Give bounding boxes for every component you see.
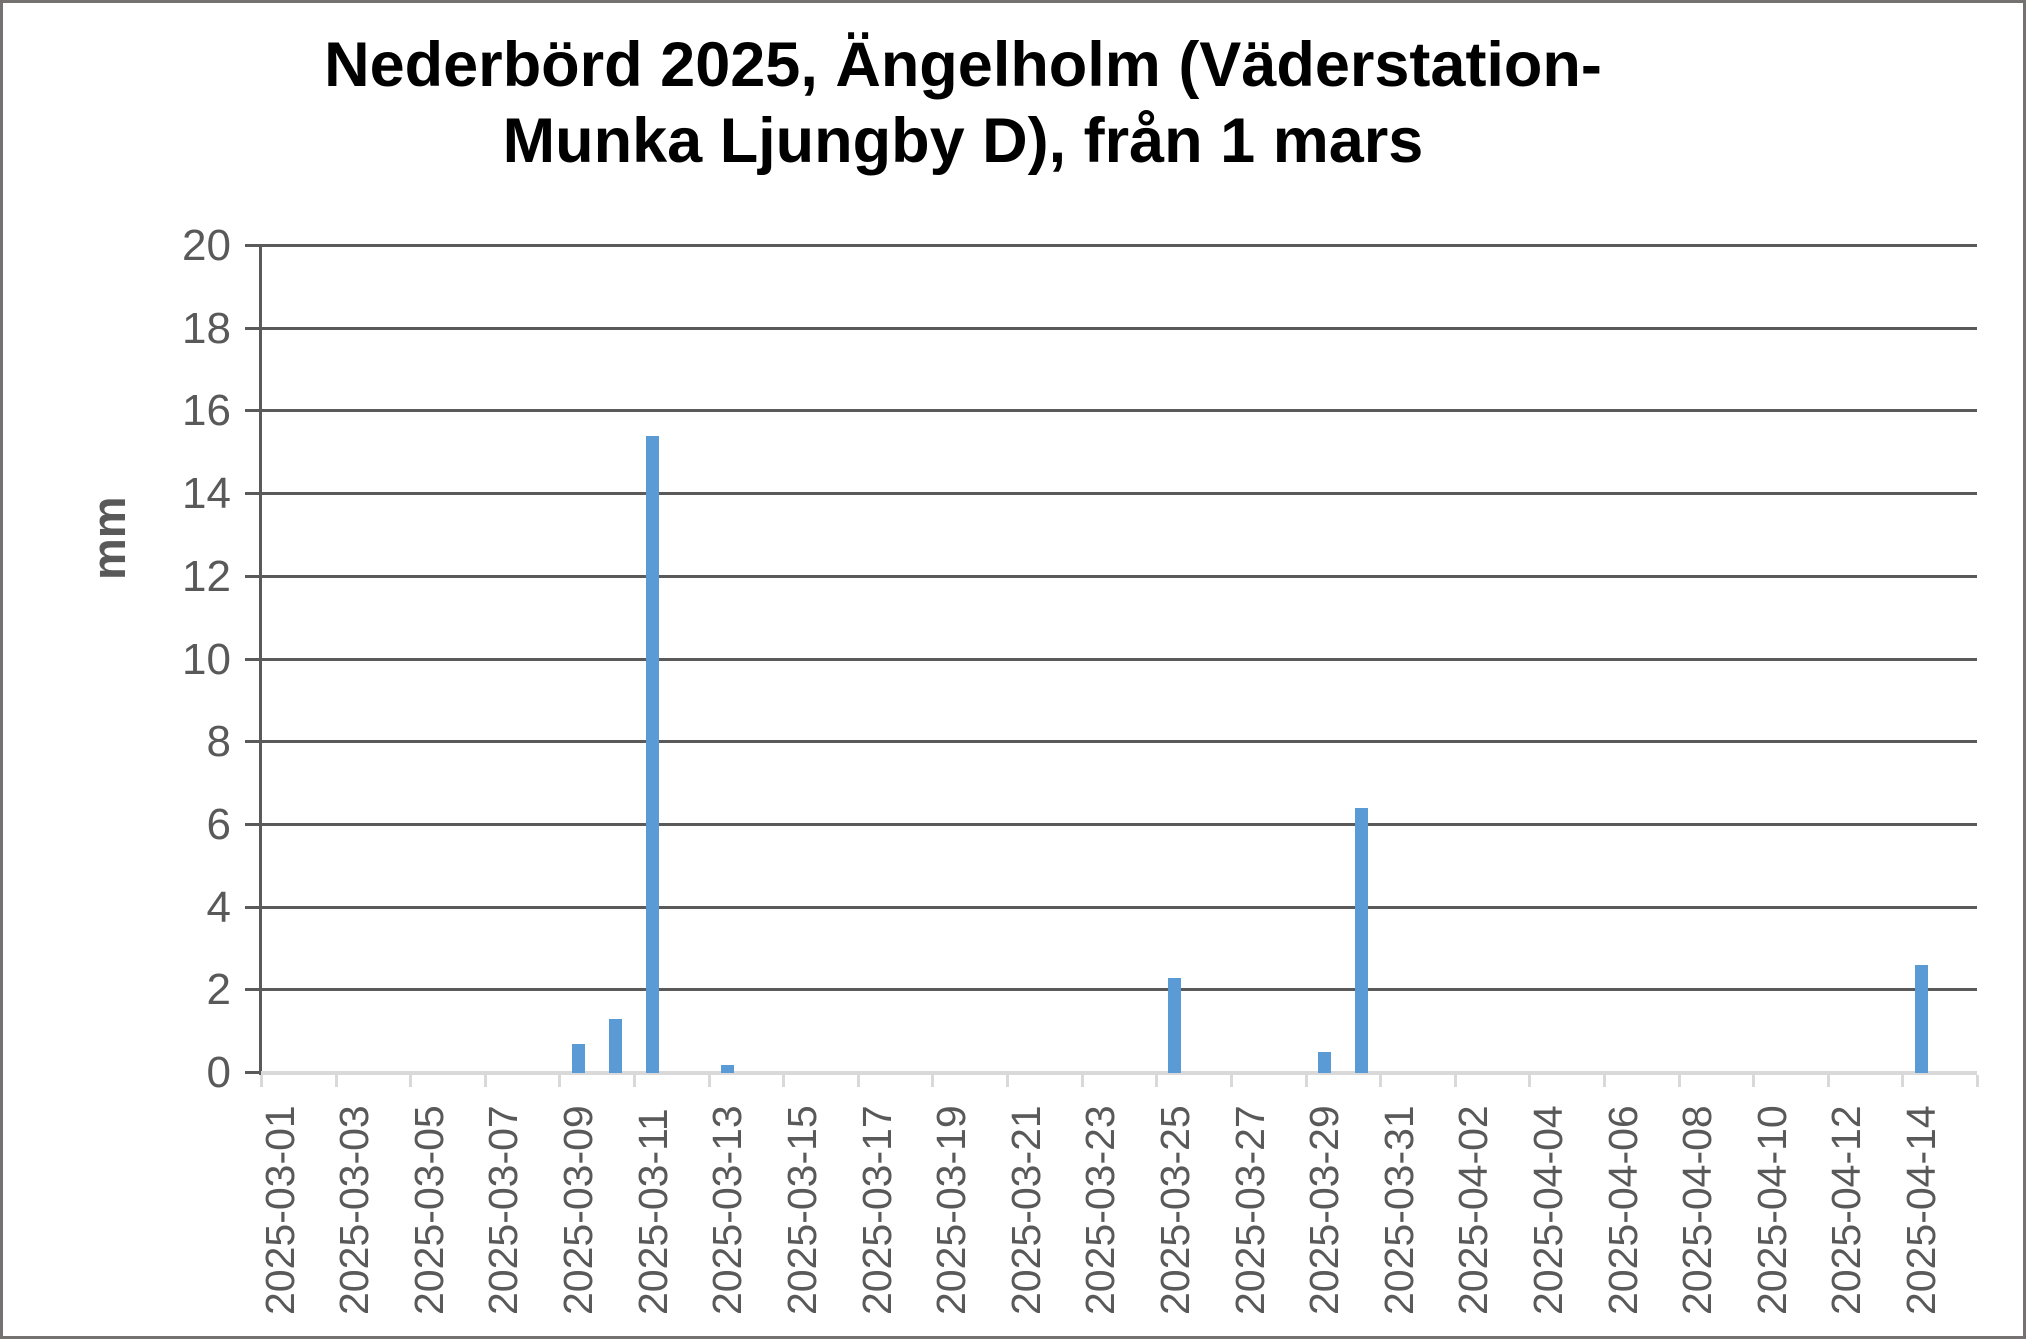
x-axis-label-2025-03-13: 2025-03-13 (704, 1105, 751, 1315)
x-axis-label-2025-04-14: 2025-04-14 (1898, 1105, 1945, 1315)
y-axis-label-16: 16 (182, 386, 231, 436)
gridline-12 (261, 574, 1977, 578)
x-axis-label-2025-03-03: 2025-03-03 (331, 1105, 378, 1315)
x-axis-label-2025-03-25: 2025-03-25 (1151, 1105, 1198, 1315)
y-axis-label-20: 20 (182, 221, 231, 270)
x-axis-tick-4 (409, 1075, 413, 1087)
y-axis-tick-8 (245, 740, 261, 744)
x-axis-tick-16 (856, 1075, 860, 1087)
x-axis-label-2025-04-10: 2025-04-10 (1748, 1105, 1795, 1315)
y-axis-label-2: 2 (206, 965, 231, 1015)
x-axis-label-2025-03-19: 2025-03-19 (928, 1105, 975, 1315)
y-axis-label-18: 18 (182, 303, 231, 353)
x-axis-label-2025-03-15: 2025-03-15 (778, 1105, 825, 1315)
x-axis-tick-30 (1379, 1075, 1383, 1087)
x-axis-tick-40 (1752, 1075, 1756, 1087)
x-axis-tick-2 (334, 1075, 338, 1087)
x-axis-tick-28 (1304, 1075, 1308, 1087)
plot-area: 0 2 4 6 8 10 12 14 16 18 20 2025-03-01 2025-03-03 202… (3, 3, 2023, 1336)
x-axis-label-2025-04-02: 2025-04-02 (1450, 1105, 1497, 1315)
x-axis-tick-14 (782, 1075, 786, 1087)
gridline-6 (261, 822, 1977, 826)
y-axis-line (259, 246, 262, 1075)
gridline-14 (261, 492, 1977, 496)
x-axis-tick-18 (931, 1075, 935, 1087)
x-axis-tick-42 (1826, 1075, 1830, 1087)
bar-2025-03-09 (571, 1044, 585, 1073)
bar-2025-03-29 (1317, 1052, 1331, 1073)
y-axis-label-14: 14 (182, 469, 231, 519)
x-axis-tick-46 (1976, 1075, 1979, 1087)
y-axis-tick-4 (245, 905, 261, 909)
y-axis-label-12: 12 (182, 551, 231, 601)
gridline-2 (261, 988, 1977, 992)
x-axis-label-2025-03-29: 2025-03-29 (1301, 1105, 1348, 1315)
chart-title-line-1: Nederbörd 2025, Ängelholm (Väderstation- (324, 30, 1602, 100)
x-axis-tick-34 (1528, 1075, 1532, 1087)
y-axis-tick-14 (245, 492, 261, 496)
x-axis-tick-26 (1229, 1075, 1233, 1087)
gridline-10 (261, 657, 1977, 661)
y-axis-label-6: 6 (206, 799, 231, 849)
y-axis-label-0: 0 (206, 1048, 231, 1097)
x-axis-tick-24 (1155, 1075, 1159, 1087)
y-axis-tick-2 (245, 988, 261, 992)
gridline-20 (261, 244, 1977, 247)
x-axis-label-2025-04-08: 2025-04-08 (1674, 1105, 1721, 1315)
x-axis-tick-6 (483, 1075, 487, 1087)
x-axis-tick-12 (707, 1075, 711, 1087)
y-axis-tick-0 (245, 1071, 261, 1074)
y-axis-tick-16 (245, 409, 261, 413)
x-axis-label-2025-04-04: 2025-04-04 (1525, 1105, 1571, 1315)
x-axis-tick-36 (1602, 1075, 1606, 1087)
gridline-4 (261, 905, 1977, 909)
y-axis-label-4: 4 (206, 882, 231, 932)
chart-title-line-2: Munka Ljungby D), från 1 mars (502, 106, 1424, 176)
y-axis-tick-18 (245, 326, 261, 330)
chart-title: Nederbörd 2025, Ängelholm (Väderstation-… (63, 27, 1863, 179)
x-axis-label-2025-03-07: 2025-03-07 (480, 1105, 527, 1315)
gridline-8 (261, 740, 1977, 744)
x-axis-label-2025-04-06: 2025-04-06 (1599, 1105, 1646, 1315)
x-axis-label-2025-03-09: 2025-03-09 (555, 1105, 602, 1315)
bar-2025-03-25 (1168, 977, 1182, 1073)
y-axis-label-10: 10 (182, 634, 231, 684)
x-axis-label-2025-03-01: 2025-03-01 (256, 1105, 303, 1315)
x-axis-tick-32 (1453, 1075, 1457, 1087)
x-axis-tick-20 (1006, 1075, 1010, 1087)
x-axis-label-2025-03-23: 2025-03-23 (1077, 1105, 1124, 1315)
x-axis-label-2025-03-27: 2025-03-27 (1226, 1105, 1273, 1315)
bar-2025-03-13 (720, 1064, 734, 1073)
x-axis-tick-38 (1677, 1075, 1681, 1087)
gridline-18 (261, 326, 1977, 330)
x-axis-line (261, 1071, 1977, 1075)
x-axis-label-2025-03-31: 2025-03-31 (1375, 1105, 1422, 1315)
y-axis-tick-12 (245, 574, 261, 578)
x-axis-label-2025-03-21: 2025-03-21 (1002, 1105, 1049, 1315)
y-axis-label-8: 8 (206, 717, 231, 767)
x-axis-label-2025-03-11: 2025-03-11 (629, 1108, 676, 1315)
x-axis-label-2025-04-12: 2025-04-12 (1823, 1105, 1870, 1315)
x-axis-tick-0 (260, 1075, 263, 1087)
bar-2025-03-10 (608, 1019, 622, 1073)
y-axis-tick-10 (245, 657, 261, 661)
x-axis-tick-8 (558, 1075, 562, 1087)
bar-2025-03-11 (646, 436, 660, 1073)
y-axis-tick-6 (245, 822, 261, 826)
x-axis-tick-10 (633, 1075, 637, 1087)
x-axis-tick-22 (1080, 1075, 1084, 1087)
bar-2025-03-30 (1354, 808, 1368, 1073)
gridline-16 (261, 409, 1977, 413)
x-axis-tick-44 (1901, 1075, 1905, 1087)
x-axis-label-2025-03-05: 2025-03-05 (405, 1105, 452, 1315)
bar-2025-04-14 (1914, 965, 1928, 1073)
y-axis-tick-20 (245, 244, 261, 247)
x-axis-label-2025-03-17: 2025-03-17 (853, 1105, 900, 1315)
